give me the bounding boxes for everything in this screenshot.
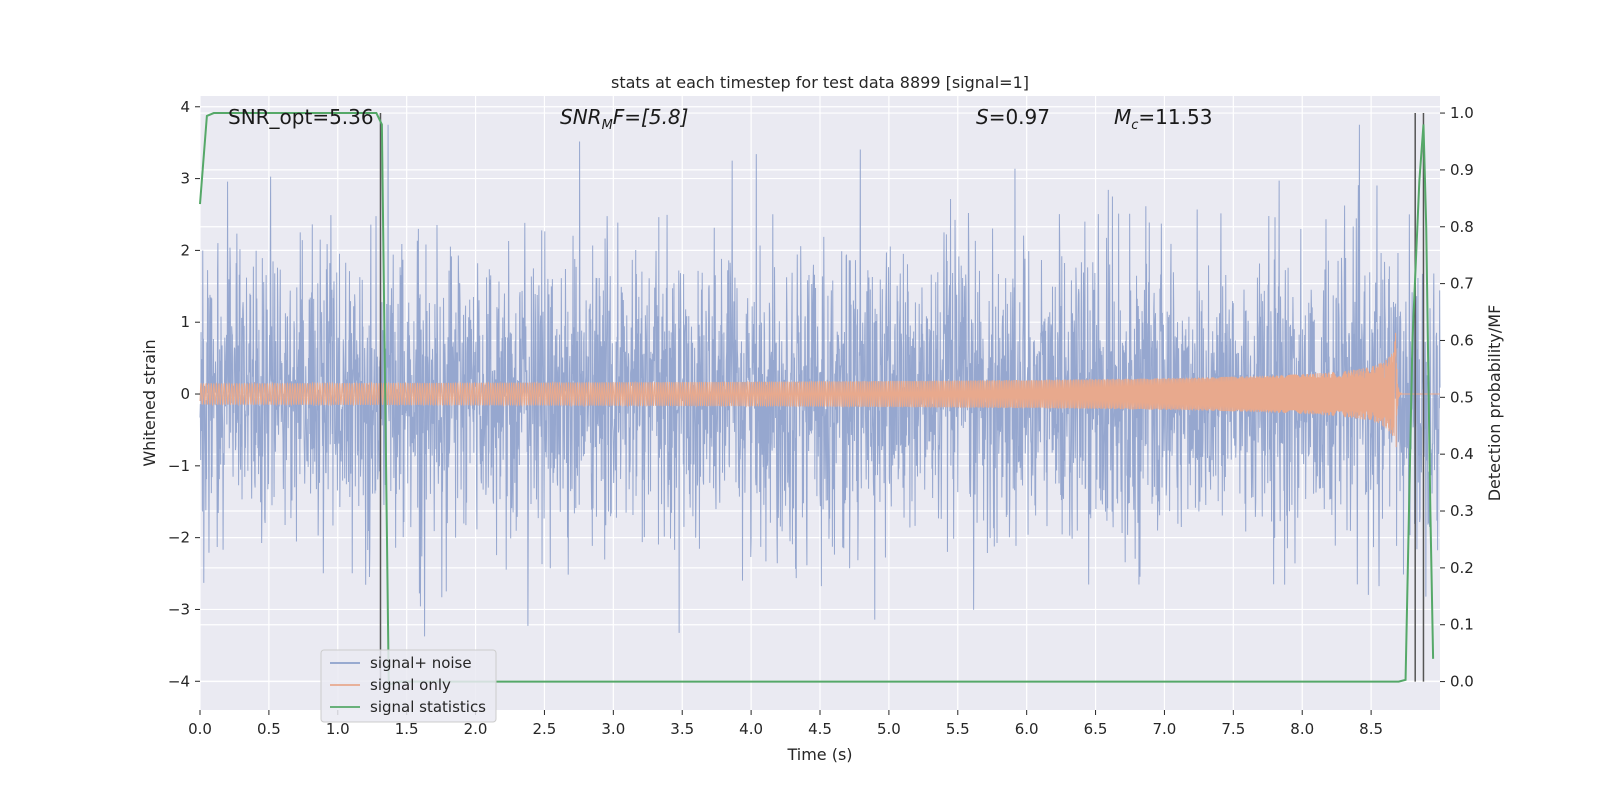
legend-label-stats: signal statistics — [370, 698, 486, 716]
x-tick-label: 4.5 — [808, 720, 832, 738]
annotation-s: S=0.97 — [976, 105, 1050, 129]
y-left-tick-label: −4 — [168, 672, 190, 690]
y-axis-left-ticks: −4 −3 −2 −1 0 1 2 3 4 — [168, 98, 200, 690]
x-tick-label: 7.5 — [1221, 720, 1245, 738]
stats-trace — [199, 112, 1435, 686]
y-left-tick-label: −1 — [168, 457, 190, 475]
x-tick-label: 1.0 — [326, 720, 350, 738]
annotation-snr-mf-sub: M — [602, 118, 613, 133]
y-right-tick-label: 0.5 — [1450, 388, 1474, 406]
noise-trace — [199, 124, 1441, 637]
x-tick-label: 2.0 — [464, 720, 488, 738]
y-left-tick-label: −2 — [168, 529, 190, 547]
x-tick-label: 3.5 — [670, 720, 694, 738]
x-tick-label: 5.0 — [877, 720, 901, 738]
x-tick-label: 4.0 — [739, 720, 763, 738]
signal-trace — [199, 332, 1440, 448]
x-tick-label: 0.5 — [257, 720, 281, 738]
x-tick-label: 1.5 — [395, 720, 419, 738]
x-tick-label: 7.0 — [1153, 720, 1177, 738]
x-tick-label: 8.5 — [1359, 720, 1383, 738]
x-tick-label: 6.5 — [1084, 720, 1108, 738]
annotation-mc: Mc=11.53 — [1114, 105, 1212, 133]
annotation-mc-value: =11.53 — [1138, 105, 1212, 129]
annotation-s-symbol: S — [976, 105, 989, 129]
y-left-tick-label: 2 — [180, 241, 190, 259]
annotation-snr-mf-base: SNR — [560, 105, 602, 129]
y-right-tick-label: 0.4 — [1450, 445, 1474, 463]
y-left-tick-label: 4 — [180, 98, 190, 116]
y-left-tick-label: 3 — [180, 170, 190, 188]
annotation-mc-symbol: M — [1114, 105, 1131, 129]
legend: signal+ noise signal only signal statist… — [320, 649, 497, 723]
series-signal-only — [199, 332, 1440, 448]
x-tick-label: 5.5 — [946, 720, 970, 738]
annotation-snr-mf: SNRMF=[5.8] — [560, 105, 688, 133]
y-axis-right-label: Detection probability/MF — [1485, 305, 1504, 502]
y-left-tick-label: 1 — [180, 313, 190, 331]
x-tick-label: 2.5 — [533, 720, 557, 738]
legend-label-signal: signal only — [370, 676, 451, 694]
legend-label-noise: signal+ noise — [370, 654, 472, 672]
series-signal-statistics — [199, 112, 1435, 686]
y-right-tick-label: 0.1 — [1450, 616, 1474, 634]
y-right-tick-label: 0.8 — [1450, 218, 1474, 236]
annotation-s-value: =0.97 — [989, 105, 1050, 129]
y-right-tick-label: 0.3 — [1450, 502, 1474, 520]
x-tick-label: 6.0 — [1015, 720, 1039, 738]
y-right-tick-label: 0.9 — [1450, 161, 1474, 179]
series-signal-plus-noise — [199, 124, 1441, 637]
y-right-tick-label: 0.0 — [1450, 673, 1474, 691]
y-axis-right-ticks: 0.0 0.1 0.2 0.3 0.4 0.5 0.6 0.7 0.8 0.9 1.0 — [1440, 104, 1474, 691]
y-left-tick-label: −3 — [168, 600, 190, 618]
y-right-tick-label: 1.0 — [1450, 104, 1474, 122]
annotation-snr-mf-rest: F=[5.8] — [613, 105, 689, 129]
y-axis-left-label: Whitened strain — [140, 339, 159, 466]
x-axis-label: Time (s) — [786, 745, 852, 764]
y-right-tick-label: 0.6 — [1450, 331, 1474, 349]
annotation-mc-sub: c — [1131, 118, 1138, 133]
legend-box — [320, 649, 497, 723]
x-tick-label: 8.0 — [1290, 720, 1314, 738]
chart-title: stats at each timestep for test data 889… — [611, 73, 1029, 92]
vertical-markers — [379, 113, 1425, 682]
x-tick-label: 0.0 — [188, 720, 212, 738]
x-axis-ticks: 0.0 0.5 1.0 1.5 2.0 2.5 3.0 3.5 4.0 4.5 5.0 5.5 6.0 6… — [188, 710, 1383, 738]
x-tick-label: 3.0 — [601, 720, 625, 738]
y-left-tick-label: 0 — [180, 385, 190, 403]
annotation-snr-opt: SNR_opt=5.36 — [228, 105, 374, 129]
y-right-tick-label: 0.7 — [1450, 275, 1474, 293]
y-right-tick-label: 0.2 — [1450, 559, 1474, 577]
